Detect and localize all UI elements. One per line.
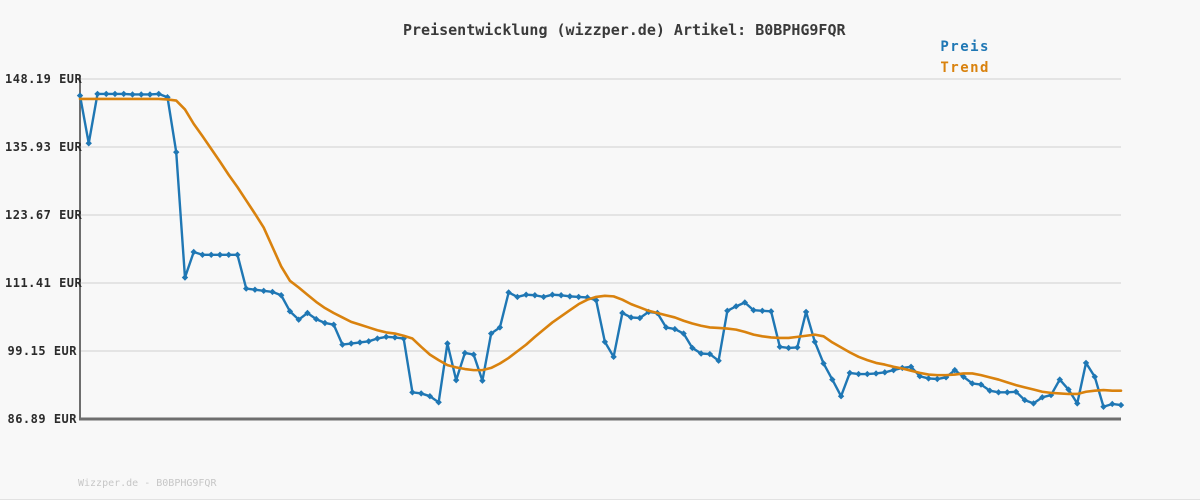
y-tick-label: 148.19 EUR <box>5 72 83 86</box>
legend-item-preis: Preis <box>940 39 990 55</box>
y-tick-label: 123.67 EUR <box>5 208 83 222</box>
chart-legend: Preis Trend <box>940 37 990 79</box>
legend-item-trend: Trend <box>940 60 990 76</box>
price-line <box>78 92 1123 408</box>
y-tick-label: 135.93 EUR <box>5 140 83 154</box>
price-markers <box>76 90 1125 410</box>
trend-line <box>78 97 1123 396</box>
y-tick-label: 86.89 EUR <box>7 412 77 426</box>
watermark-text: Wizzper.de - B0BPHG9FQR <box>78 478 217 489</box>
y-tick-label: 111.41 EUR <box>5 276 83 290</box>
chart-title: Preisentwicklung (wizzper.de) Artikel: B… <box>403 21 846 39</box>
y-tick-label: 99.15 EUR <box>7 344 77 358</box>
